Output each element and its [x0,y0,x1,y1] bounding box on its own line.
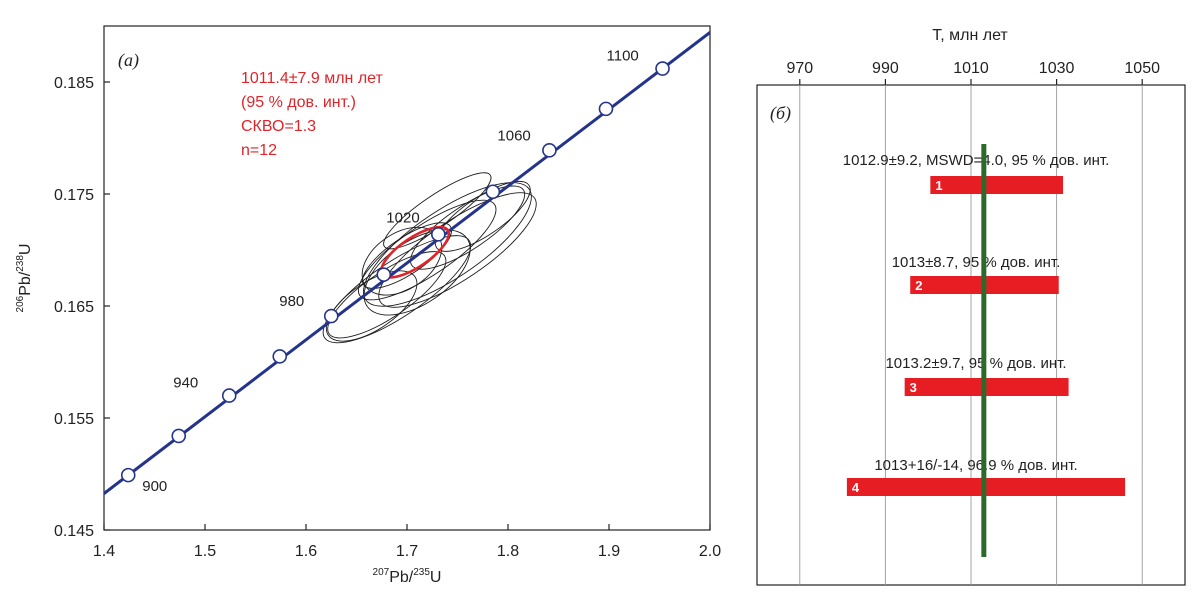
concordia-age-label: 1100 [607,48,639,65]
annotation-line-mswd: СКВО=1.3 [241,118,316,135]
analysis-ellipse [383,172,492,250]
age-bar-caption: 1013±8.7, 95 % дов. инт. [892,254,1061,271]
analysis-ellipse [362,182,532,307]
concordia-x-tick-label: 1.7 [396,543,418,560]
age-bar [904,378,1069,396]
age-bar-number: 2 [915,278,922,293]
analysis-ellipse [410,185,526,270]
concordia-x-tick-label: 1.4 [93,543,115,560]
age-tick-label: 970 [786,60,813,77]
panel-label-a: (а) [118,50,139,71]
annotation-line-age: 1011.4±7.9 млн лет [241,70,384,87]
age-tick-label: 1050 [1124,60,1160,77]
concordia-age-labels: 900 940 980 1020 1060 1100 [142,48,639,496]
concordia-x-tick-label: 1.9 [598,543,620,560]
concordia-age-marker [485,184,501,200]
concordia-age-marker [323,308,339,324]
concordia-y-tick-label: 0.145 [54,523,94,540]
analysis-ellipses [322,172,537,344]
concordia-age-label: 1060 [497,127,530,144]
age-bar-caption: 1012.9±9.2, MSWD=4.0, 95 % дов. инт. [843,152,1110,169]
panel-label-b: (б) [770,103,791,124]
concordia-age-label: 980 [279,293,304,310]
concordia-age-label: 940 [173,375,198,392]
concordia-y-tick-label: 0.175 [54,187,94,204]
concordia-age-label: 900 [142,478,167,495]
age-bars-panel: 970 990 1010 1030 1050 1 1012.9±9.2, MSWD=4.0… [756,27,1186,586]
concordia-x-tick-label: 1.6 [295,543,317,560]
concordia-panel: 1.4 1.5 1.6 1.7 1.8 1.9 2.0 0.1450.1550.1650.1… [15,25,721,586]
age-tick-label: 1030 [1039,60,1075,77]
age-bar-caption: 1013+16/-14, 96.9 % дов. инт. [874,457,1077,474]
age-gridlines [799,85,1143,585]
concordia-y-tick-label: 0.165 [54,299,94,316]
age-bar-caption: 1013.2±9.7, 95 % дов. инт. [885,355,1066,372]
concordia-age-marker [655,61,670,76]
analysis-ellipse [434,181,531,252]
concordia-age-marker [376,267,392,282]
age-bar [930,176,1064,194]
concordia-y-tick-label: 0.185 [54,75,94,92]
concordia-age-markers [120,61,670,483]
concordia-age-marker [221,388,237,403]
concordia-y-tick-label: 0.155 [54,411,94,428]
age-axis-title: Т, млн лет [932,27,1008,44]
concordia-y-ticks: 0.145 0.155 0.165 0.175 0.185 [54,75,110,540]
concordia-age-marker [598,101,614,117]
annotation-line-interval: (95 % дов. инт.) [241,94,356,111]
concordia-age-marker [542,143,557,158]
concordia-x-axis-title: 207Pb/235U [373,567,442,586]
analysis-ellipse [325,270,418,342]
concordia-curve [104,30,710,496]
concordia-x-tick-label: 1.8 [497,543,519,560]
concordia-result-annotation: 1011.4±7.9 млн лет (95 % дов. инт.) СКВО… [241,70,384,159]
age-bar-number: 3 [910,380,917,395]
age-bar-number: 4 [852,480,860,495]
concordia-age-label: 1020 [386,209,419,226]
concordia-age-marker [171,428,187,444]
analysis-ellipse [322,235,472,344]
age-tick-label: 1010 [953,60,989,77]
age-x-ticks: 970 990 1010 1030 1050 [786,60,1160,85]
concordia-x-tick-label: 1.5 [194,543,216,560]
concordia-x-tick-label: 2.0 [699,543,721,560]
age-tick-label: 990 [872,60,899,77]
analysis-ellipse [357,199,497,301]
concordia-y-axis-title: 206Pb/238U [15,244,34,313]
concordia-age-marker [120,467,136,483]
age-bar-number: 1 [935,178,942,193]
annotation-line-n: n=12 [241,142,277,159]
concordia-x-ticks: 1.4 1.5 1.6 1.7 1.8 1.9 2.0 [93,524,721,560]
concordia-age-marker [272,349,288,364]
concordia-age-marker [431,227,446,242]
